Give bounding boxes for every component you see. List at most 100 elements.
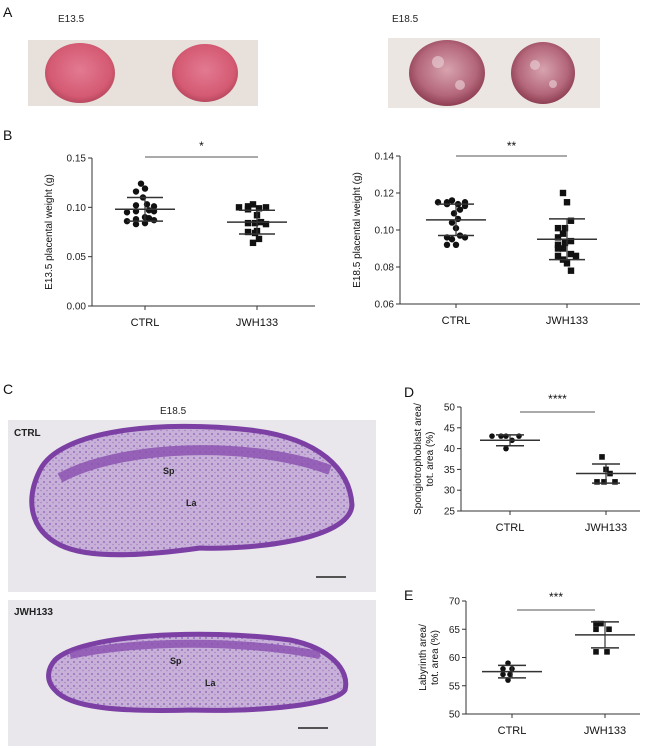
data-point bbox=[456, 206, 464, 213]
y-tick-label: 45 bbox=[444, 423, 456, 434]
x-tick-label: CTRL bbox=[131, 317, 160, 329]
data-point bbox=[251, 229, 259, 237]
panel-label-b: B bbox=[3, 127, 12, 143]
data-point bbox=[554, 234, 562, 241]
data-point bbox=[145, 214, 153, 222]
y-axis-title: tot. area (%) bbox=[430, 630, 441, 685]
y-tick-label: 30 bbox=[444, 486, 456, 497]
data-point bbox=[559, 230, 567, 237]
region-sp-label: Sp bbox=[163, 466, 175, 476]
y-tick-label: 55 bbox=[449, 681, 461, 692]
y-tick-label: 70 bbox=[449, 597, 461, 608]
y-tick-label: 0.15 bbox=[67, 154, 87, 165]
y-axis-title: tot. area (%) bbox=[425, 431, 436, 486]
x-tick-label: CTRL bbox=[496, 522, 525, 534]
data-point bbox=[249, 201, 257, 208]
e13-placenta-photo bbox=[28, 40, 258, 106]
data-point bbox=[567, 217, 575, 224]
significance-stars: ** bbox=[507, 139, 517, 153]
data-point bbox=[594, 479, 600, 485]
data-point bbox=[132, 220, 140, 228]
data-point bbox=[559, 245, 567, 252]
data-point bbox=[141, 185, 149, 192]
panel-label-a: A bbox=[3, 4, 13, 20]
ctrl-histology-image: CTRL Sp La bbox=[8, 420, 376, 592]
data-point bbox=[255, 235, 263, 243]
y-tick-label: 0.10 bbox=[67, 203, 87, 214]
y-tick-label: 0.00 bbox=[67, 302, 87, 313]
data-point bbox=[554, 224, 562, 232]
data-point bbox=[593, 626, 599, 633]
data-point bbox=[251, 219, 259, 227]
data-point bbox=[150, 216, 158, 224]
data-point bbox=[593, 649, 599, 655]
data-point bbox=[255, 205, 263, 212]
x-tick-label: JWH133 bbox=[546, 315, 588, 327]
data-point bbox=[244, 219, 252, 227]
data-point bbox=[505, 660, 511, 666]
data-point bbox=[612, 479, 618, 485]
data-point bbox=[235, 204, 243, 211]
data-point bbox=[561, 239, 569, 247]
y-tick-label: 50 bbox=[449, 710, 461, 721]
data-point bbox=[443, 241, 451, 248]
data-point bbox=[606, 626, 612, 633]
y-tick-label: 0.05 bbox=[67, 252, 87, 263]
x-tick-label: JWH133 bbox=[584, 725, 626, 737]
y-tick-label: 25 bbox=[444, 507, 456, 518]
significance-stars: *** bbox=[549, 590, 563, 604]
y-tick-label: 0.10 bbox=[375, 226, 395, 237]
region-sp-label: Sp bbox=[170, 656, 182, 666]
y-axis-title: Spongiotrophoblast area/ bbox=[413, 403, 424, 515]
panel-label-e: E bbox=[404, 587, 413, 603]
e18-label: E18.5 bbox=[392, 14, 419, 25]
data-point bbox=[489, 433, 495, 439]
y-axis-title: E13.5 placental weight (g) bbox=[44, 174, 55, 290]
y-tick-label: 0.08 bbox=[375, 263, 395, 274]
data-point bbox=[559, 189, 567, 197]
data-point bbox=[123, 209, 131, 216]
x-tick-label: CTRL bbox=[498, 725, 527, 737]
x-tick-label: CTRL bbox=[442, 315, 471, 327]
y-tick-label: 65 bbox=[449, 625, 461, 636]
region-la-label: La bbox=[205, 678, 216, 688]
data-point bbox=[567, 250, 575, 258]
data-point bbox=[500, 666, 506, 672]
y-tick-label: 60 bbox=[449, 653, 461, 664]
data-point bbox=[448, 219, 456, 226]
data-point bbox=[572, 252, 580, 260]
data-point bbox=[601, 479, 607, 485]
data-point bbox=[150, 203, 158, 210]
y-tick-label: 35 bbox=[444, 465, 456, 476]
data-point bbox=[448, 236, 456, 243]
jwh133-histology-image: JWH133 Sp La bbox=[8, 600, 376, 746]
data-point bbox=[452, 241, 460, 248]
significance-stars: **** bbox=[548, 392, 567, 406]
chart-b1: 0.00 0.05 0.10 0.15 CTRL JWH133 E13.5 placenta… bbox=[44, 139, 315, 329]
panel-label-c: C bbox=[3, 381, 13, 397]
data-point bbox=[500, 671, 506, 678]
data-point bbox=[249, 239, 257, 247]
panel-label-d: D bbox=[404, 384, 414, 400]
data-point bbox=[554, 241, 562, 248]
data-point bbox=[262, 204, 270, 211]
ctrl-histology-label: CTRL bbox=[14, 428, 41, 439]
significance-stars: * bbox=[199, 139, 204, 153]
data-point bbox=[567, 267, 575, 274]
y-tick-label: 40 bbox=[444, 444, 456, 455]
data-point bbox=[593, 620, 599, 627]
data-point bbox=[137, 180, 145, 187]
histology-title: E18.5 bbox=[160, 406, 187, 417]
chart-e: 50 55 60 65 70 CTRL JWH133 Labyrinth area/tot. … bbox=[418, 590, 640, 737]
y-axis-title: Labyrinth area/ bbox=[418, 624, 429, 691]
chart-d: 25 30 35 40 45 50 CTRL JWH133 Spongiotrophoblast… bbox=[413, 392, 640, 534]
data-point bbox=[554, 245, 562, 252]
x-tick-label: JWH133 bbox=[585, 522, 627, 534]
y-tick-label: 0.12 bbox=[375, 189, 395, 200]
data-point bbox=[505, 677, 511, 683]
region-la-label: La bbox=[186, 498, 197, 508]
data-point bbox=[132, 202, 140, 209]
data-point bbox=[448, 197, 456, 204]
y-axis-title: E18.5 placental weight (g) bbox=[352, 172, 363, 288]
